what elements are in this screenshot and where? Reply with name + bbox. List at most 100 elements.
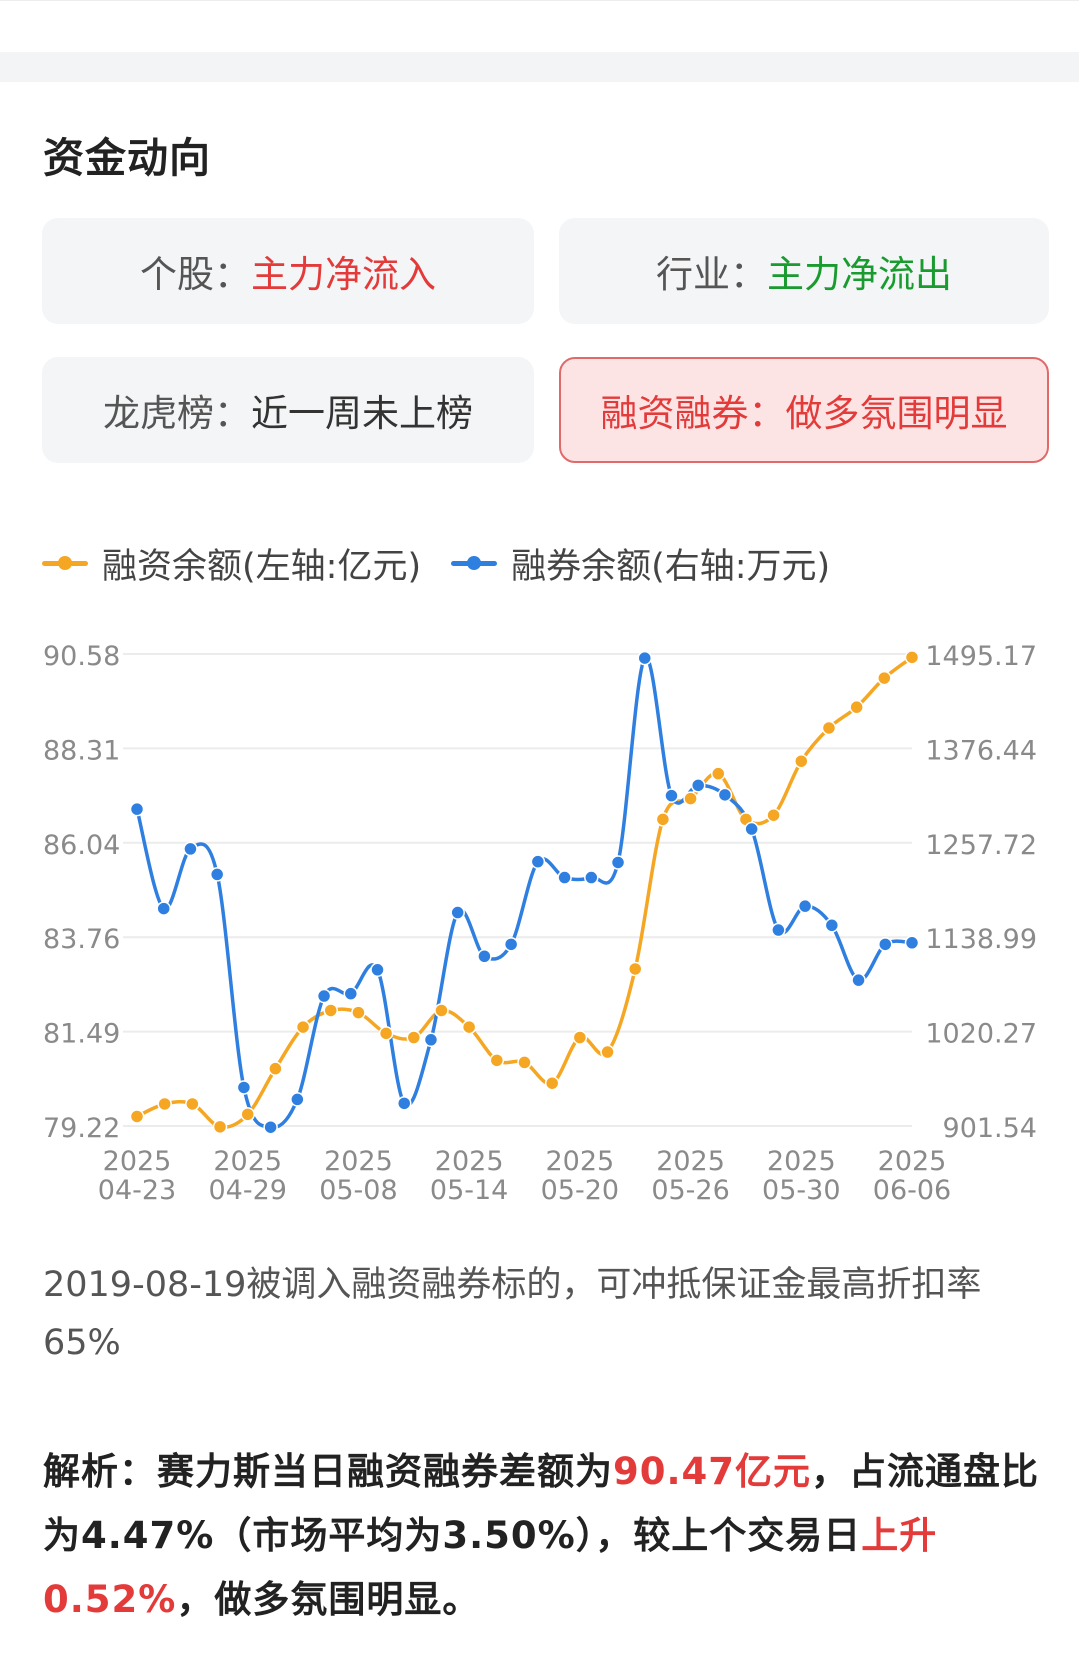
margin-balance-chart: 90.58 88.31 86.04 83.76 81.49 79.22 1495.17 13… <box>43 641 1037 1206</box>
x-tick-date: 04-29 <box>208 1175 286 1206</box>
short-point[interactable] <box>370 962 385 978</box>
x-tick-date: 04-23 <box>98 1175 176 1206</box>
financing-point[interactable] <box>323 1003 338 1018</box>
short-point[interactable] <box>530 854 546 869</box>
short-point[interactable] <box>450 905 465 920</box>
short-point[interactable] <box>263 1119 278 1135</box>
short-point[interactable] <box>717 787 733 803</box>
short-point[interactable] <box>690 778 706 793</box>
legend-short[interactable]: 融券余额(右轴:万元) <box>451 538 830 589</box>
x-tick-date: 05-20 <box>541 1175 619 1206</box>
short-legend-label: 融券余额(右轴:万元) <box>511 547 831 587</box>
financing-point[interactable] <box>627 961 643 977</box>
top-bar <box>0 0 1079 53</box>
right-axis-tick: 1376.44 <box>925 735 1037 766</box>
short-point[interactable] <box>396 1096 412 1111</box>
short-point[interactable] <box>664 788 679 803</box>
financing-point[interactable] <box>904 650 920 665</box>
analysis-change: 上升0.52% <box>43 1514 938 1621</box>
left-axis-tick: 81.49 <box>43 1019 120 1050</box>
financing-point[interactable] <box>406 1030 422 1045</box>
short-point[interactable] <box>797 898 813 914</box>
financing-point[interactable] <box>794 753 809 769</box>
x-tick-year: 2025 <box>324 1146 393 1177</box>
industry-flow-value: 主力净流出 <box>767 253 952 296</box>
financing-point[interactable] <box>683 791 698 806</box>
x-tick-year: 2025 <box>213 1146 282 1177</box>
financing-point[interactable] <box>572 1030 588 1045</box>
financing-point[interactable] <box>517 1055 532 1070</box>
short-point[interactable] <box>129 801 145 817</box>
financing-point[interactable] <box>849 699 864 715</box>
left-axis-tick: 90.58 <box>43 641 120 672</box>
analysis-part-3: ，做多氛围明显。 <box>176 1578 481 1621</box>
financing-point[interactable] <box>129 1109 145 1124</box>
margin-trading-label: 融资融券： <box>600 392 786 435</box>
short-point[interactable] <box>156 901 171 916</box>
financing-point[interactable] <box>268 1061 283 1076</box>
industry-flow-label: 行业： <box>656 253 767 296</box>
margin-eligibility-note: 2019-08-19被调入融资融券标的，可冲抵保证金最高折扣率65% <box>43 1265 982 1363</box>
left-axis-tick: 83.76 <box>43 924 120 955</box>
financing-legend-label: 融资余额(左轴:亿元) <box>102 547 422 587</box>
section-divider <box>0 52 1079 82</box>
right-axis-tick: 1138.99 <box>925 924 1037 955</box>
financing-point[interactable] <box>434 1003 449 1018</box>
short-point[interactable] <box>557 870 572 885</box>
financing-point[interactable] <box>378 1026 394 1041</box>
analysis-part-2: ，占流通盘比为4.47%（市场平均为3.50%），较上个交易日 <box>43 1450 1040 1557</box>
financing-point[interactable] <box>600 1044 615 1060</box>
right-axis-tick: 901.54 <box>943 1113 1037 1144</box>
financing-point[interactable] <box>461 1019 477 1035</box>
margin-trading-value: 做多氛围明显 <box>785 392 1008 435</box>
short-point[interactable] <box>183 841 198 857</box>
financing-point[interactable] <box>212 1119 228 1135</box>
x-tick-year: 2025 <box>767 1146 836 1177</box>
dragon-tiger-card[interactable]: 龙虎榜： 近一周未上榜 <box>42 357 534 463</box>
short-point[interactable] <box>316 988 332 1004</box>
short-point[interactable] <box>343 986 359 1001</box>
stock-flow-value: 主力净流入 <box>251 253 436 296</box>
short-point[interactable] <box>637 650 653 666</box>
financing-point[interactable] <box>544 1075 560 1091</box>
financing-point[interactable] <box>295 1019 311 1035</box>
financing-point[interactable] <box>185 1096 200 1112</box>
financing-point[interactable] <box>157 1096 172 1112</box>
margin-trading-card[interactable]: 融资融券： 做多氛围明显 <box>559 357 1049 463</box>
short-point[interactable] <box>477 949 492 964</box>
short-point[interactable] <box>744 821 759 837</box>
financing-point[interactable] <box>821 720 837 736</box>
financing-point[interactable] <box>655 812 671 827</box>
short-point[interactable] <box>851 972 866 988</box>
financing-point[interactable] <box>711 766 726 781</box>
short-point[interactable] <box>209 867 225 882</box>
financing-point[interactable] <box>766 807 781 823</box>
legend-financing[interactable]: 融资余额(左轴:亿元) <box>42 538 421 589</box>
short-point[interactable] <box>584 870 599 885</box>
short-point[interactable] <box>878 937 893 952</box>
short-point[interactable] <box>236 1080 252 1095</box>
short-point[interactable] <box>904 935 920 951</box>
short-point[interactable] <box>824 918 840 933</box>
stock-flow-label: 个股： <box>140 253 251 296</box>
chart-legend: 融资余额(左轴:亿元) 融券余额(右轴:万元) <box>42 538 860 589</box>
x-tick-date: 05-14 <box>430 1175 508 1206</box>
financing-point[interactable] <box>351 1005 366 1020</box>
industry-flow-card[interactable]: 行业： 主力净流出 <box>559 218 1049 324</box>
left-axis-tick: 88.31 <box>43 735 120 766</box>
dragon-tiger-value: 近一周未上榜 <box>251 392 473 435</box>
analysis-part-1: 解析：赛力斯当日融资融券差额为 <box>43 1450 613 1493</box>
stock-flow-card[interactable]: 个股： 主力净流入 <box>42 218 534 324</box>
short-point[interactable] <box>771 922 786 938</box>
short-point[interactable] <box>610 855 626 870</box>
x-tick-year: 2025 <box>878 1146 947 1177</box>
financing-point[interactable] <box>489 1053 505 1068</box>
short-point[interactable] <box>503 937 519 952</box>
right-axis-tick: 1020.27 <box>925 1019 1037 1050</box>
short-point[interactable] <box>290 1092 305 1107</box>
short-point[interactable] <box>423 1032 439 1048</box>
financing-point[interactable] <box>877 670 892 686</box>
analysis-text: 解析：赛力斯当日融资融券差额为90.47亿元，占流通盘比为4.47%（市场平均为… <box>43 1440 1043 1632</box>
financing-point[interactable] <box>240 1107 255 1122</box>
left-axis-tick: 86.04 <box>43 830 120 861</box>
